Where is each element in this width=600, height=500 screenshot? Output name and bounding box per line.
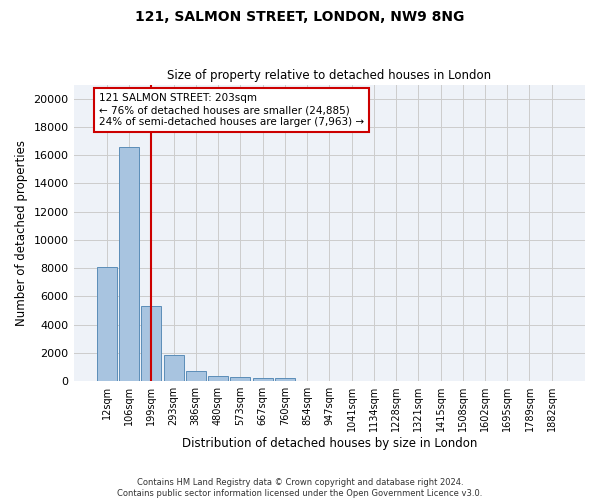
Text: Contains HM Land Registry data © Crown copyright and database right 2024.
Contai: Contains HM Land Registry data © Crown c… [118,478,482,498]
Bar [119,146,139,381]
Y-axis label: Number of detached properties: Number of detached properties [15,140,28,326]
Bar [141,306,161,381]
Bar [275,378,295,381]
Bar [230,378,250,381]
Text: 121, SALMON STREET, LONDON, NW9 8NG: 121, SALMON STREET, LONDON, NW9 8NG [136,10,464,24]
Bar [208,376,228,381]
Bar [186,371,206,381]
X-axis label: Distribution of detached houses by size in London: Distribution of detached houses by size … [182,437,477,450]
Bar [97,266,117,381]
Bar [164,355,184,381]
Text: 121 SALMON STREET: 203sqm
← 76% of detached houses are smaller (24,885)
24% of s: 121 SALMON STREET: 203sqm ← 76% of detac… [99,94,364,126]
Title: Size of property relative to detached houses in London: Size of property relative to detached ho… [167,69,491,82]
Bar [253,378,272,381]
